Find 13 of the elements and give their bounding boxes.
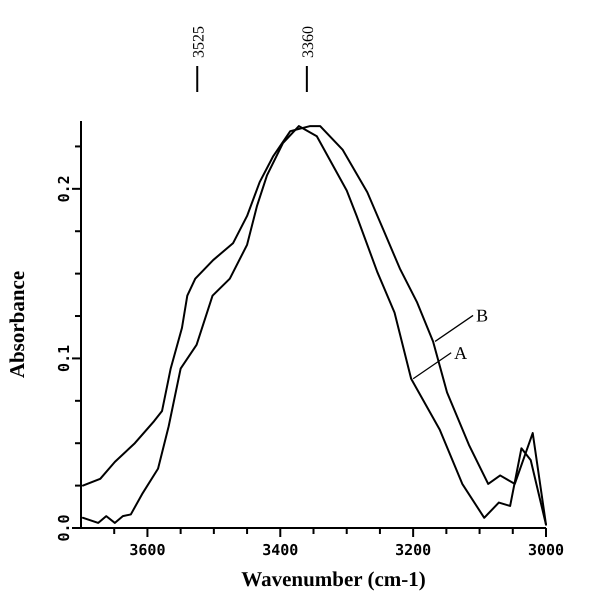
legend-label: A bbox=[454, 342, 468, 363]
x-tick-label: 3600 bbox=[129, 541, 166, 559]
x-axis-title: Wavenumber (cm-1) bbox=[241, 567, 426, 591]
y-axis-title: Absorbance bbox=[5, 270, 29, 378]
y-tick-label: 0.0 bbox=[55, 514, 73, 542]
x-tick-label: 3000 bbox=[528, 541, 564, 559]
x-tick-label: 3200 bbox=[395, 541, 432, 559]
text: B bbox=[476, 305, 488, 326]
y-tick-label: 0.1 bbox=[55, 344, 73, 372]
y-tick-label: 0.2 bbox=[55, 175, 73, 202]
x-tick-label: 3400 bbox=[262, 541, 298, 559]
ref-line-label: 3525 bbox=[190, 26, 208, 58]
ref-line-label: 3360 bbox=[300, 26, 317, 58]
